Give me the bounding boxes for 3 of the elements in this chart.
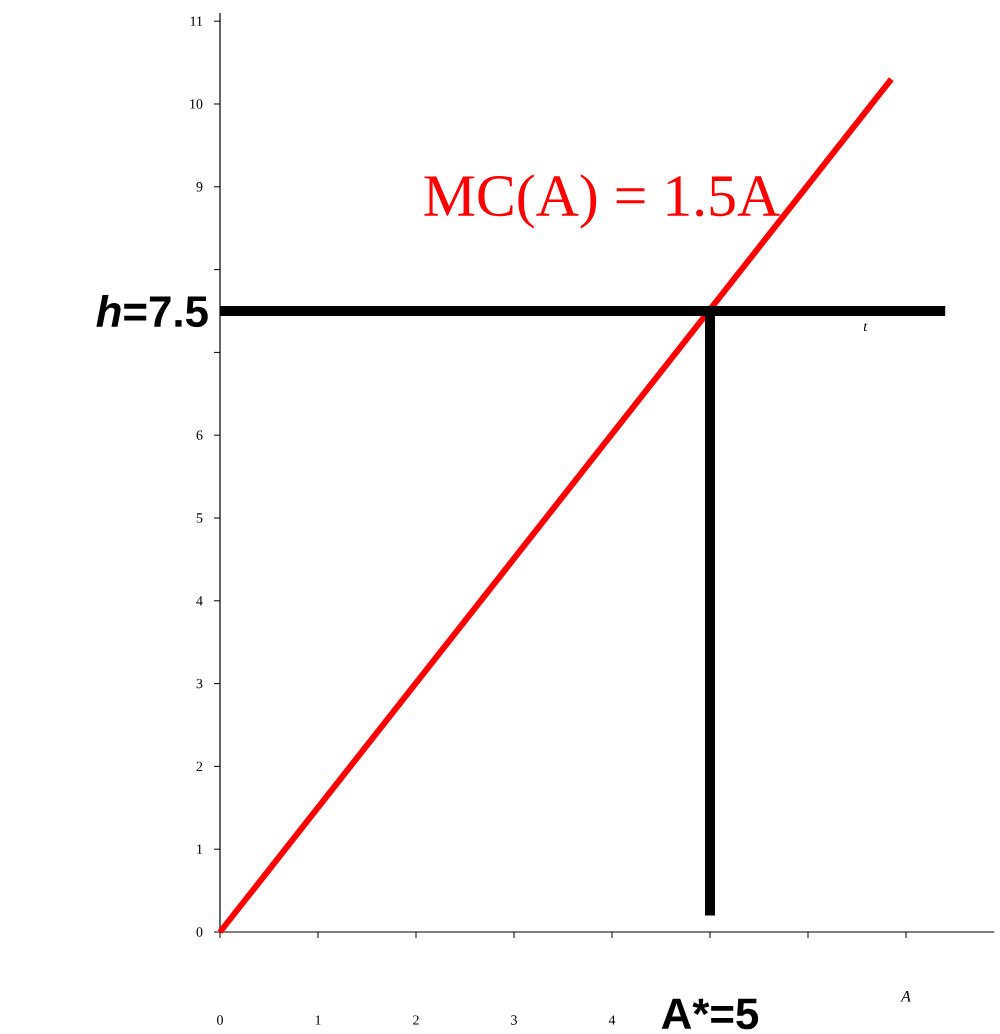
text: A*=5 — [661, 998, 759, 1030]
series-label: MC(A) = 1.5A — [424, 174, 780, 229]
text: h=7.5 — [96, 294, 208, 328]
